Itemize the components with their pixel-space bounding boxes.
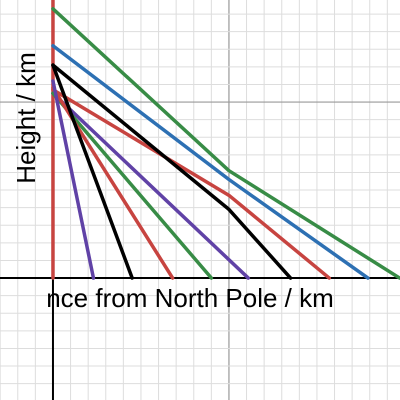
curve bbox=[51, 63, 293, 280]
curve bbox=[51, 91, 251, 280]
curve bbox=[51, 7, 400, 280]
curve bbox=[51, 79, 96, 280]
curve bbox=[51, 44, 370, 280]
curve bbox=[51, 91, 214, 280]
y-axis-label: Height / km bbox=[11, 52, 41, 184]
curve bbox=[51, 87, 332, 280]
x-axis-label: nce from North Pole / km bbox=[46, 283, 334, 313]
curve bbox=[51, 63, 134, 280]
lines bbox=[51, 0, 400, 280]
